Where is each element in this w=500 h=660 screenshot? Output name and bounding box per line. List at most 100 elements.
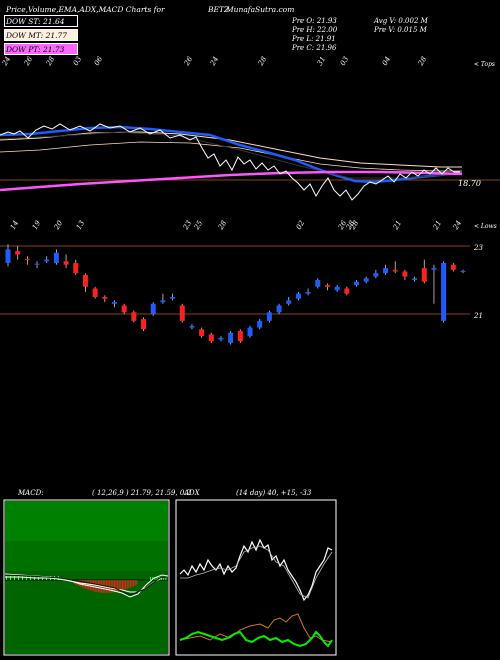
macd-bar: [85, 580, 87, 589]
lows-label: < Lows: [474, 223, 497, 230]
macd-bar: [88, 580, 90, 590]
candle-body: [111, 302, 117, 304]
candle-body: [450, 264, 456, 270]
minus-di-line: [179, 613, 333, 643]
candle-body: [121, 305, 127, 313]
macd-bar: [115, 580, 117, 593]
macd-bar: [122, 580, 123, 591]
candle-body: [441, 263, 447, 321]
macd-bar: [94, 580, 96, 592]
candle-body: [431, 268, 437, 270]
adx-panel: [175, 499, 337, 656]
macd-bar: [163, 577, 165, 580]
quote-close: Pre C: 21.96: [292, 44, 337, 52]
macd-title: MACD:: [18, 489, 44, 497]
legend-dow-pt-text: DOW PT: 21.73: [6, 45, 65, 54]
legend-dow-st-text: DOW ST: 21.64: [6, 17, 65, 26]
candle-body: [160, 300, 166, 303]
candle-body: [34, 263, 40, 265]
quote-low: Pre L: 21.91: [292, 35, 336, 43]
macd-bar: [150, 577, 151, 580]
ema-panel: 24 26 28 03 06 26 24 28 31 03 04 28 14 19 20 13 23 25 28 0…: [0, 55, 500, 232]
candle-body: [363, 278, 369, 282]
candle-body: [150, 303, 156, 314]
macd-bar: [133, 580, 135, 587]
candle-body: [179, 305, 185, 321]
macd-bar: [154, 577, 156, 580]
macd-title-text: MACD: [18, 489, 42, 497]
candle-body: [53, 252, 59, 263]
top-date-label: 28: [44, 55, 56, 68]
top-date-label: 26: [22, 55, 34, 68]
macd-bar: [134, 580, 136, 586]
candle-body: [383, 268, 389, 274]
candle-body: [412, 278, 418, 280]
ema-line-long: [0, 170, 463, 192]
adx-frame: [175, 499, 337, 656]
low-date-label: 25: [192, 219, 204, 232]
macd-bar: [86, 580, 88, 590]
macd-bar: [118, 580, 120, 592]
adx-line-shadow: [180, 545, 333, 599]
candlesticks: [5, 244, 466, 345]
macd-bar: [123, 580, 125, 590]
low-date-label: 20: [52, 219, 64, 232]
candle-body: [82, 274, 88, 287]
macd-bar: [126, 580, 128, 589]
candle-body: [189, 325, 195, 328]
macd-bar: [90, 580, 91, 591]
candle-body: [92, 288, 98, 297]
top-date-label: 03: [339, 55, 351, 67]
price-line: [0, 123, 460, 201]
chart-title-text: Price,Volume,EMA,ADX,MACD Charts for: [6, 5, 165, 14]
legend-dow-st: DOW ST: 21.64: [4, 15, 78, 27]
candle-body: [334, 286, 340, 291]
adx-title: ADX: [184, 489, 200, 497]
top-date-label: 28: [256, 55, 268, 68]
ema-band-lower: [0, 141, 462, 172]
site-label: MunafaSutra.com: [226, 5, 295, 14]
candle-body: [218, 337, 224, 340]
top-date-label: 24: [0, 55, 12, 68]
price-level-23-label: 23: [473, 244, 483, 252]
low-date-label: 28: [216, 219, 228, 232]
candle-body: [199, 329, 205, 337]
price-level-21-label: 21: [473, 312, 483, 320]
macd-bar: [165, 577, 167, 580]
macd-bar: [18, 576, 19, 580]
candle-body: [141, 319, 147, 330]
candle-body: [24, 258, 30, 260]
candle-body: [344, 288, 350, 294]
candle-body: [286, 300, 292, 304]
top-date-label: 31: [316, 55, 327, 67]
candle-body: [276, 305, 282, 313]
candle-body: [73, 263, 79, 274]
candle-body: [102, 297, 108, 299]
candle-body: [266, 312, 272, 321]
macd-bar: [110, 580, 112, 593]
candle-body: [131, 312, 137, 321]
candle-body: [208, 334, 214, 342]
quote-avg-volume: Avg V: 0.002 M: [374, 17, 428, 25]
legend-dow-mt-text: DOW MT: 21.77: [6, 31, 68, 40]
low-date-label: 21: [391, 219, 403, 232]
plus-di-line: [179, 630, 333, 648]
macd-bar: [156, 577, 158, 580]
ema-line-dark: [0, 131, 463, 179]
candle-body: [237, 331, 243, 342]
macd-bar: [26, 576, 27, 580]
candle-body: [421, 268, 427, 282]
low-date-label: 19: [31, 219, 43, 231]
top-date-label: 24: [208, 55, 220, 68]
top-date-labels: 24 26 28 03 06 26 24 28 31 03 04 28: [0, 55, 428, 68]
top-date-label: 04: [381, 55, 392, 67]
tops-label: < Tops: [474, 61, 496, 68]
macd-background: [5, 501, 168, 654]
top-date-label: 03: [72, 55, 84, 67]
candle-panel: 23 21: [0, 244, 483, 345]
candle-body: [295, 293, 301, 299]
candle-body: [228, 332, 234, 343]
macd-bar: [125, 580, 127, 590]
low-date-label: 23: [181, 219, 193, 232]
